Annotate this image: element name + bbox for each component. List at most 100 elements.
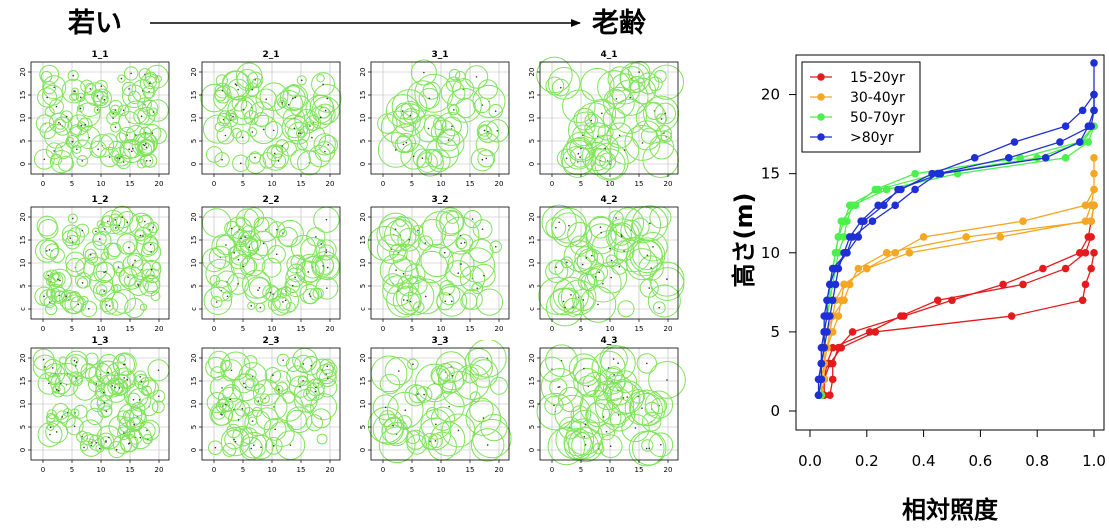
crown-circle bbox=[141, 241, 156, 256]
crown-circle bbox=[434, 112, 469, 146]
crown-circle bbox=[224, 220, 240, 237]
stem-point bbox=[392, 424, 394, 427]
crown-circle bbox=[97, 222, 112, 236]
crown-circle bbox=[253, 396, 263, 406]
panel-y-tick-label: 0 bbox=[528, 162, 536, 166]
crown-circle bbox=[472, 418, 512, 459]
crown-circle bbox=[465, 400, 502, 436]
crown-circle bbox=[610, 380, 645, 414]
crown-circle bbox=[381, 417, 409, 445]
stem-point bbox=[140, 380, 143, 383]
crown-circle bbox=[647, 284, 681, 318]
crown-circle bbox=[599, 344, 628, 374]
stem-point bbox=[234, 83, 237, 85]
crown-circle bbox=[117, 104, 130, 117]
crown-circle bbox=[80, 300, 98, 318]
crown-circle bbox=[459, 247, 496, 283]
crown-circle bbox=[605, 218, 640, 253]
stem-point bbox=[664, 112, 666, 115]
crown-circle bbox=[125, 124, 146, 146]
data-point bbox=[882, 185, 891, 194]
crown-circle bbox=[448, 68, 461, 81]
stem-point bbox=[123, 377, 126, 379]
stem-point bbox=[409, 300, 412, 303]
crown-circle bbox=[274, 384, 284, 395]
crown-circle bbox=[415, 386, 433, 403]
crown-circle bbox=[145, 64, 169, 89]
stem-point bbox=[46, 96, 48, 99]
crown-circle bbox=[95, 284, 108, 296]
panel-x-tick-label: 15 bbox=[126, 325, 135, 333]
series-line bbox=[820, 157, 1095, 396]
stem-point bbox=[55, 431, 58, 433]
data-point bbox=[863, 264, 871, 273]
crown-circle bbox=[648, 361, 686, 399]
panel-y-tick-label: 20 bbox=[528, 213, 536, 222]
stem-point bbox=[224, 134, 227, 137]
stem-point bbox=[595, 276, 597, 278]
crown-circle bbox=[585, 216, 618, 249]
panel-title: 1_1 bbox=[91, 50, 108, 60]
data-point bbox=[874, 201, 882, 210]
tree-crowns bbox=[34, 205, 162, 319]
stem-point bbox=[250, 305, 253, 307]
data-point bbox=[1033, 154, 1041, 162]
panel-x-tick-label: 0 bbox=[41, 180, 45, 188]
crown-circle bbox=[391, 89, 428, 125]
crown-circle bbox=[76, 154, 89, 167]
data-point bbox=[996, 233, 1005, 241]
crown-circle bbox=[610, 224, 632, 246]
crown-circle bbox=[536, 56, 573, 94]
crown-circle bbox=[238, 362, 268, 391]
crown-circle bbox=[200, 83, 229, 113]
crown-circle bbox=[480, 413, 508, 442]
crown-circle bbox=[230, 254, 256, 279]
crown-circle bbox=[103, 242, 121, 260]
stem-point bbox=[262, 128, 265, 131]
crown-circle bbox=[554, 394, 592, 432]
panel-y-tick-label: 5 bbox=[359, 284, 367, 288]
crown-circle bbox=[558, 386, 584, 413]
crown-circle bbox=[201, 208, 232, 238]
stem-point bbox=[232, 115, 234, 118]
crown-circle bbox=[137, 97, 152, 112]
crown-circle bbox=[52, 402, 70, 420]
stem-point bbox=[258, 287, 261, 289]
stem-point bbox=[481, 158, 484, 161]
stem-point bbox=[291, 284, 294, 287]
data-point bbox=[828, 343, 837, 352]
stem-point bbox=[641, 142, 644, 144]
panel-title: 2_2 bbox=[262, 195, 279, 205]
data-point bbox=[823, 328, 831, 336]
stem-point bbox=[311, 136, 313, 139]
crown-circle bbox=[297, 150, 322, 176]
panel-x-tick-label: 0 bbox=[550, 325, 554, 333]
stem-point bbox=[660, 118, 663, 120]
x-tick-label: 0.8 bbox=[1025, 452, 1049, 470]
crown-circle bbox=[585, 402, 611, 428]
crown-circle bbox=[560, 256, 573, 269]
stem-point bbox=[577, 152, 580, 155]
panel-y-tick-label: 5 bbox=[19, 139, 27, 143]
panel-x-tick-label: 15 bbox=[126, 466, 135, 474]
stem-point bbox=[666, 379, 668, 381]
crown-circle bbox=[220, 359, 232, 372]
crown-circle bbox=[568, 111, 606, 150]
crown-circle bbox=[251, 77, 262, 89]
panel-y-tick-label: c bbox=[19, 307, 27, 311]
stem-point bbox=[424, 295, 427, 298]
stem-point bbox=[558, 386, 561, 388]
crown-circle bbox=[469, 238, 494, 264]
crown-circle bbox=[469, 391, 481, 403]
stem-point bbox=[457, 272, 460, 275]
crown-circle bbox=[38, 218, 59, 240]
data-point bbox=[834, 233, 843, 241]
crown-circle bbox=[278, 228, 288, 238]
data-point bbox=[1010, 138, 1019, 146]
data-point bbox=[1019, 217, 1027, 225]
stem-point bbox=[108, 436, 110, 439]
stand-map-panel: 2_1 0 5 10 15 20 0 5 10 15 20 bbox=[190, 50, 342, 188]
stem-point bbox=[126, 221, 129, 224]
crown-circle bbox=[227, 78, 250, 101]
stem-point bbox=[114, 219, 117, 221]
